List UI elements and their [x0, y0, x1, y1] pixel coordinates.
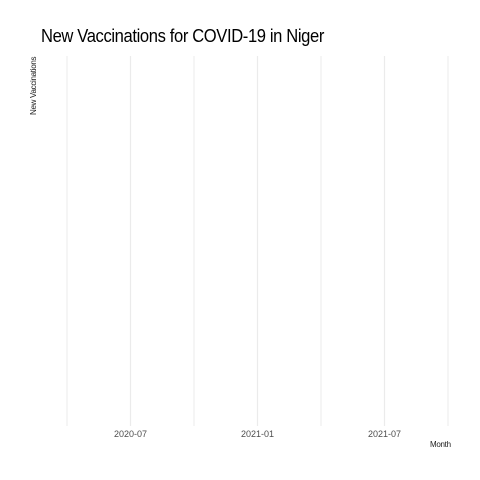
x-tick-label: 2020-07 — [114, 429, 147, 439]
x-tick-label: 2021-01 — [241, 429, 274, 439]
chart-title: New Vaccinations for COVID-19 in Niger — [41, 26, 324, 46]
x-tick-label: 2021-07 — [368, 429, 401, 439]
x-axis-label: Month — [430, 440, 451, 449]
